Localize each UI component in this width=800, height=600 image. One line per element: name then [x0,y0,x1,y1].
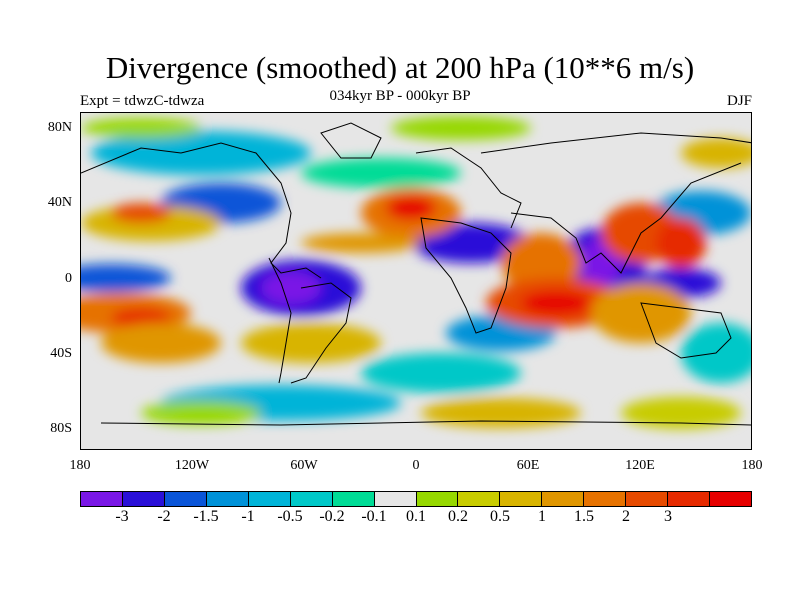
colorbar-label: 2 [622,508,630,525]
divergence-field [81,113,751,449]
colorbar-box [542,492,585,506]
map-title: Divergence (smoothed) at 200 hPa (10**6 … [105,50,695,85]
colorbar-label: -2 [157,508,171,525]
colorbar-box [122,492,165,506]
colorbar [80,491,752,507]
y-tick-label: 40S [50,346,72,361]
colorbar-label: 0.2 [448,508,468,525]
colorbar-box [290,492,333,506]
colorbar-label: -3 [115,508,129,525]
colorbar-box [500,492,543,506]
colorbar-box [626,492,669,506]
colorbar-box [248,492,291,506]
colorbar-label: 1 [538,508,546,525]
coastlines [81,122,751,426]
map-subtitle: 034kyr BP - 000kyr BP [329,88,471,104]
colorbar-box [416,492,459,506]
colorbar-box [374,492,417,506]
colorbar-box [668,492,711,506]
colorbar-label: -0.1 [361,508,387,525]
x-tick-label: 60W [290,458,318,473]
colorbar-box [206,492,249,506]
x-tick-label: 60E [516,458,540,473]
colorbar-box [584,492,627,506]
season-label: DJF [726,93,752,109]
x-tick-label: 180 [69,458,91,473]
colorbar-box [164,492,207,506]
contour-fill-regions [81,116,751,429]
y-tick-label: 80N [47,120,72,135]
colorbar-label: -0.5 [277,508,303,525]
x-tick-label: 180 [741,458,763,473]
colorbar-label: 3 [664,508,672,525]
colorbar-label: 0.1 [406,508,426,525]
colorbar-box [458,492,501,506]
experiment-label: Expt = tdwzC-tdwza [80,93,205,109]
y-tick-label: 40N [47,195,72,210]
divergence-map [80,112,752,450]
colorbar-box [710,492,751,506]
y-tick-label: 0 [65,271,72,286]
colorbar-label: 0.5 [490,508,510,525]
colorbar-box [332,492,375,506]
colorbar-label: -1 [241,508,255,525]
colorbar-label: 1.5 [574,508,594,525]
colorbar-box [81,492,123,506]
y-tick-label: 80S [50,421,72,436]
x-tick-label: 0 [412,458,420,473]
colorbar-label: -0.2 [319,508,345,525]
x-tick-label: 120E [625,458,655,473]
colorbar-label: -1.5 [193,508,219,525]
x-tick-label: 120W [174,458,210,473]
